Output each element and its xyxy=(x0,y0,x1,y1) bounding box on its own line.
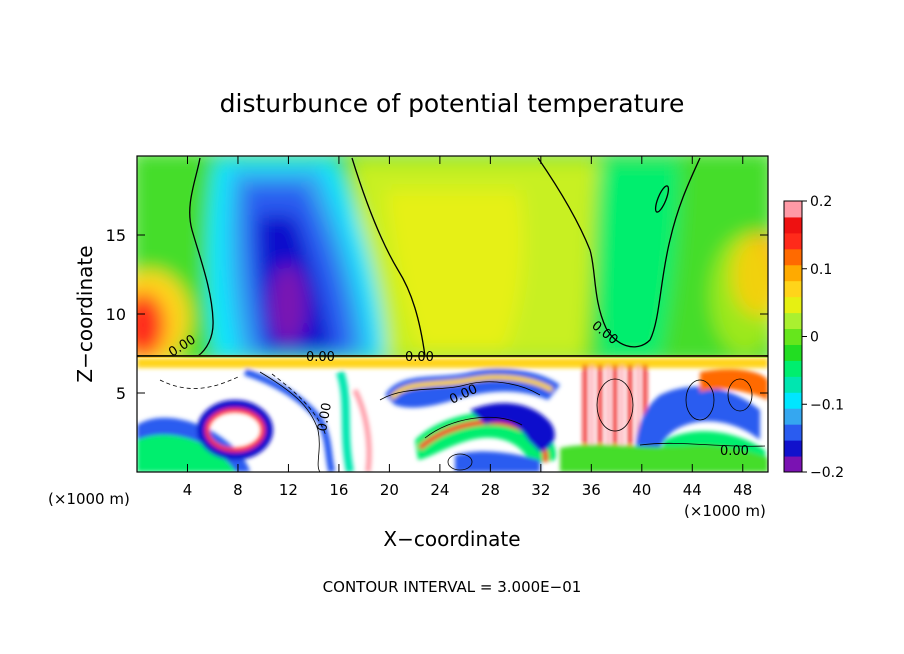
plot-area: 0.00 0.00 0.00 0.00 0.00 0.00 0.00 xyxy=(137,156,768,472)
contour-label: 0.00 xyxy=(405,350,434,365)
y-tick-label: 15 xyxy=(106,226,126,245)
x-unit-left: (×1000 m) xyxy=(48,490,130,508)
lower-bottom-blue xyxy=(455,451,540,472)
colorbar-swatch xyxy=(784,296,802,314)
colorbar-tick-label: 0.2 xyxy=(810,194,832,210)
x-tick-label: 32 xyxy=(531,481,550,499)
colorbar-swatch xyxy=(784,344,802,361)
lower-right-swirl xyxy=(636,386,760,472)
y-tick-label: 5 xyxy=(116,384,126,403)
lower-contour-a xyxy=(259,371,321,472)
colorbar-swatch xyxy=(784,440,802,457)
lower-left-ring-red xyxy=(205,408,265,452)
lower-left-ring xyxy=(197,400,273,460)
field-right-valley xyxy=(597,160,680,358)
lower-contour-f xyxy=(685,379,715,421)
lower-bottom-mix xyxy=(560,444,768,472)
lower-right-pink xyxy=(590,365,640,472)
contour-zero-left xyxy=(189,157,214,357)
lower-right-warm xyxy=(700,369,768,400)
lower-contour-c xyxy=(379,381,541,401)
colorbar-swatch xyxy=(784,360,802,377)
x-tick-label: 28 xyxy=(481,481,500,499)
contour-label: 0.00 xyxy=(315,402,335,433)
field-plume-purple xyxy=(270,265,306,345)
lower-contour-d xyxy=(424,416,523,439)
lower-contour-j xyxy=(447,453,473,471)
x-tick-label: 48 xyxy=(733,481,752,499)
colorbar-tick-label: −0.2 xyxy=(810,465,844,481)
lower-swirl-1b xyxy=(389,374,554,400)
lower-contour-i xyxy=(639,442,766,447)
lower-streak-2 xyxy=(336,370,354,472)
colorbar: 0.2 0.1 0 −0.1 −0.2 xyxy=(783,194,844,481)
lower-yellow-band xyxy=(137,358,768,368)
colorbar-swatch xyxy=(784,280,802,298)
x-unit-right: (×1000 m) xyxy=(684,502,766,520)
y-axis-label: Z−coordinate xyxy=(73,245,97,382)
field-right-yellow xyxy=(711,235,768,355)
footer-contour-interval: CONTOUR INTERVAL = 3.000E−01 xyxy=(323,578,582,596)
lower-streak-1 xyxy=(243,368,336,472)
lower-contour-b xyxy=(271,373,327,437)
x-tick-label: 12 xyxy=(279,481,298,499)
x-tick-label: 20 xyxy=(380,481,399,499)
colorbar-swatch xyxy=(784,408,802,425)
x-tick-label: 8 xyxy=(233,481,243,499)
colorbar-swatch xyxy=(784,424,802,441)
lower-contour-e xyxy=(596,378,634,432)
colorbar-swatch xyxy=(784,264,802,282)
lower-contour-h xyxy=(159,375,241,389)
lower-contours xyxy=(159,371,766,472)
colorbar-swatch xyxy=(784,328,802,345)
colorbar-tick-label: 0 xyxy=(810,330,819,346)
colorbar-swatch xyxy=(784,232,802,250)
chart-title: disturbunce of potential temperature xyxy=(220,89,685,118)
contour-zero-mid xyxy=(351,157,426,357)
upper-field xyxy=(137,156,768,366)
colorbar-swatch xyxy=(784,248,802,266)
colorbar-swatch xyxy=(784,392,802,409)
colorbar-swatch xyxy=(784,201,802,218)
lower-layer xyxy=(137,358,768,472)
colorbar-swatch xyxy=(784,216,802,234)
contour-zero-right xyxy=(537,157,701,348)
x-tick-label: 4 xyxy=(183,481,193,499)
contour-small-loop xyxy=(654,185,670,213)
x-tick-label: 44 xyxy=(683,481,702,499)
colorbar-tick-label: −0.1 xyxy=(810,397,844,413)
x-tick-label: 36 xyxy=(582,481,601,499)
x-tick-label: 40 xyxy=(632,481,651,499)
field-yellow-core xyxy=(385,190,525,350)
field-left-hot xyxy=(137,293,165,357)
colorbar-ticks: 0.2 0.1 0 −0.1 −0.2 xyxy=(802,194,844,481)
y-tick-label: 10 xyxy=(106,305,126,324)
x-tick-label: 24 xyxy=(430,481,449,499)
x-tick-label: 16 xyxy=(329,481,348,499)
colorbar-swatch xyxy=(784,376,802,393)
x-axis-label: X−coordinate xyxy=(383,527,520,551)
lower-left-green xyxy=(137,434,236,472)
lower-streak-3 xyxy=(352,388,372,472)
contour-label: 0.00 xyxy=(720,444,749,459)
colorbar-tick-label: 0.1 xyxy=(810,262,832,278)
colorbar-swatch xyxy=(784,456,802,473)
colorbar-swatch xyxy=(784,312,802,330)
lower-contour-g xyxy=(727,378,753,412)
lower-swirl-3 xyxy=(470,403,555,452)
colorbar-swatches xyxy=(784,201,802,473)
contour-label: 0.00 xyxy=(306,350,335,365)
